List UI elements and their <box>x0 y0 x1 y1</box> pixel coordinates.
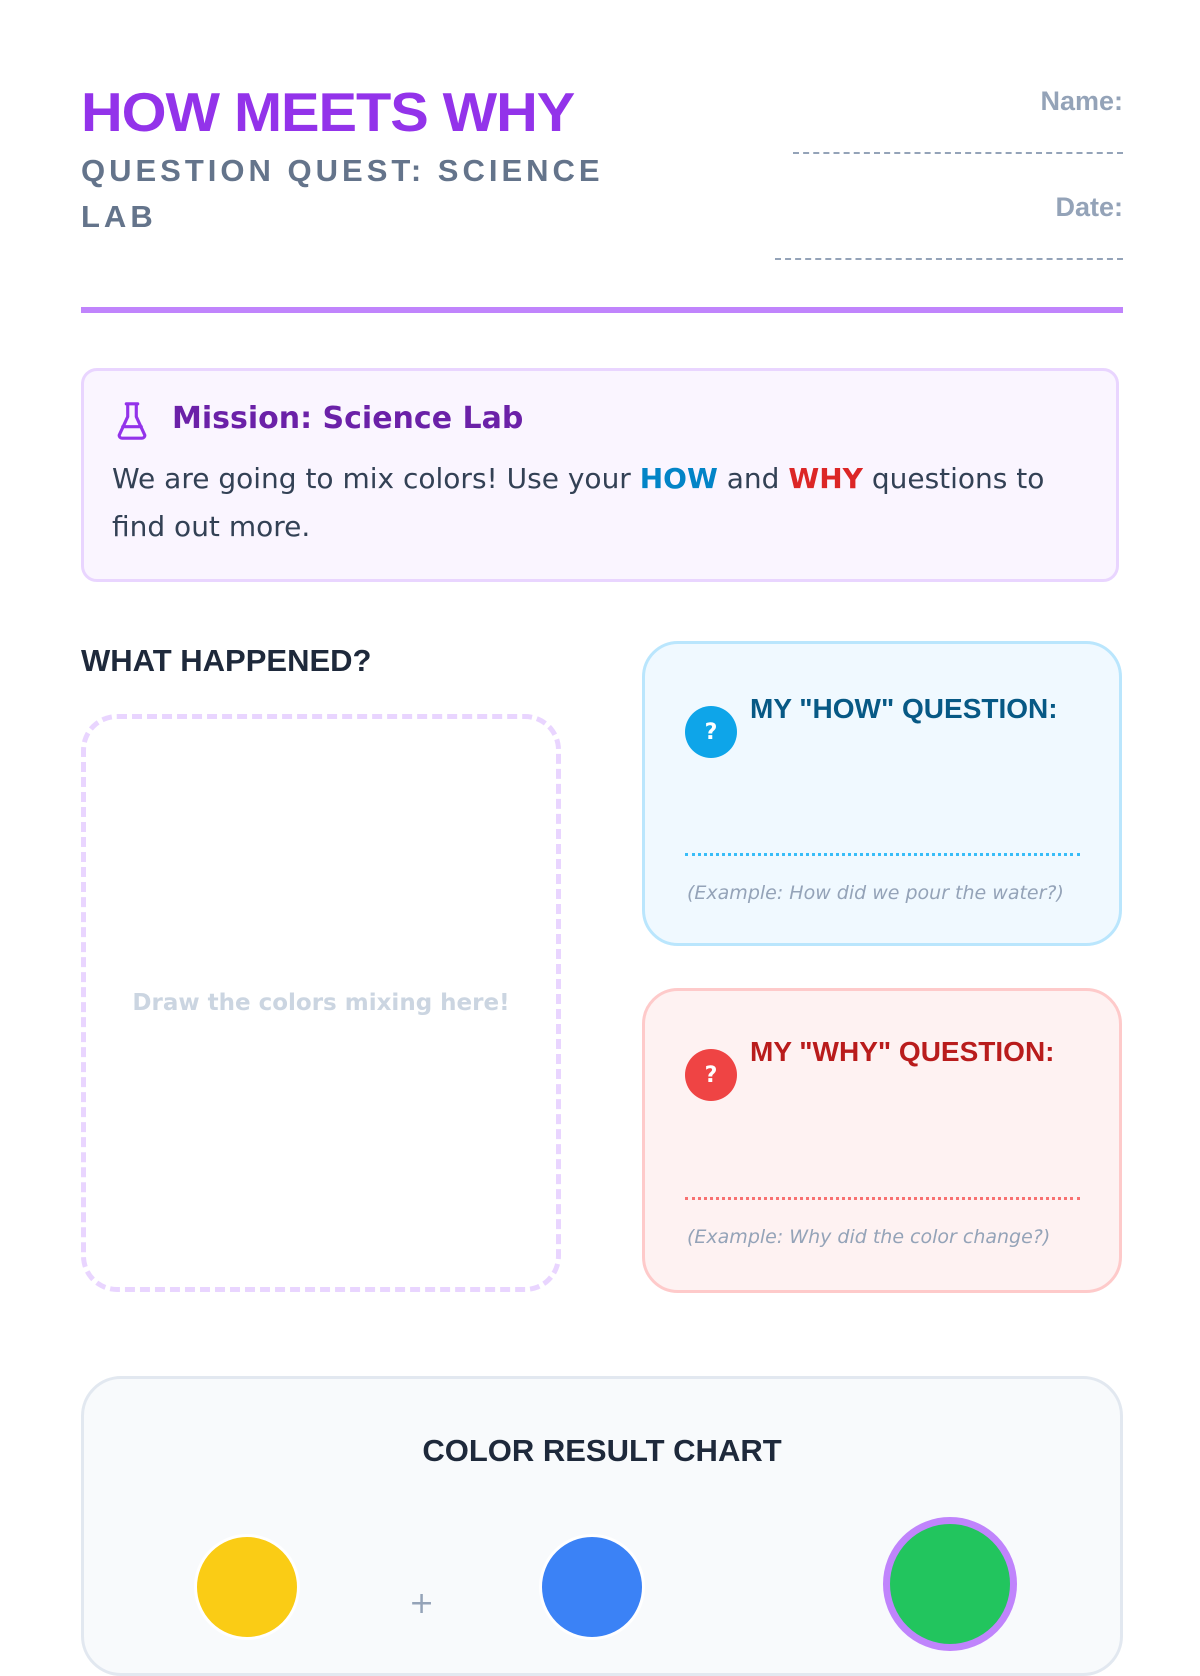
question-icon: ? <box>685 1049 737 1101</box>
why-question-title: MY "WHY" QUESTION: <box>750 1036 1055 1067</box>
name-label: Name: <box>1040 86 1123 116</box>
mission-card: Mission: Science Lab We are going to mix… <box>81 368 1119 582</box>
how-question-card: ? MY "HOW" QUESTION: (Example: How did w… <box>642 641 1122 946</box>
page-subtitle: QUESTION QUEST: SCIENCE LAB <box>81 153 604 234</box>
date-field[interactable] <box>775 258 1123 260</box>
mission-text-part: questions to find out more. <box>112 462 1045 543</box>
mission-text-part: and <box>717 462 789 495</box>
page-title: HOW MEETS WHY <box>81 81 575 143</box>
drawing-hint: Draw the colors mixing here! <box>132 990 510 1016</box>
green-result-circle[interactable] <box>883 1517 1017 1651</box>
how-keyword: HOW <box>639 462 718 495</box>
plus-sign: + <box>409 1586 435 1621</box>
why-keyword: WHY <box>788 462 863 495</box>
how-question-title: MY "HOW" QUESTION: <box>750 693 1058 724</box>
why-answer-line[interactable] <box>685 1197 1080 1200</box>
chart-title: COLOR RESULT CHART <box>422 1433 782 1468</box>
how-answer-line[interactable] <box>685 853 1080 856</box>
header-divider <box>81 307 1123 313</box>
mission-text: We are going to mix colors! Use your HOW… <box>112 455 1092 551</box>
date-label: Date: <box>1055 192 1123 222</box>
question-icon: ? <box>685 706 737 758</box>
blue-color-circle[interactable] <box>539 1534 645 1640</box>
mission-title: Mission: Science Lab <box>172 401 524 436</box>
flask-icon <box>117 402 147 440</box>
drawing-area[interactable]: Draw the colors mixing here! <box>81 714 561 1292</box>
name-field[interactable] <box>793 152 1123 154</box>
how-example: (Example: How did we pour the water?) <box>687 882 1064 904</box>
why-question-card: ? MY "WHY" QUESTION: (Example: Why did t… <box>642 988 1122 1293</box>
why-example: (Example: Why did the color change?) <box>687 1226 1051 1248</box>
what-happened-heading: WHAT HAPPENED? <box>81 643 372 678</box>
mission-text-part: We are going to mix colors! Use your <box>112 462 640 495</box>
yellow-color-circle[interactable] <box>194 1534 300 1640</box>
color-result-chart: COLOR RESULT CHART + <box>81 1376 1123 1676</box>
